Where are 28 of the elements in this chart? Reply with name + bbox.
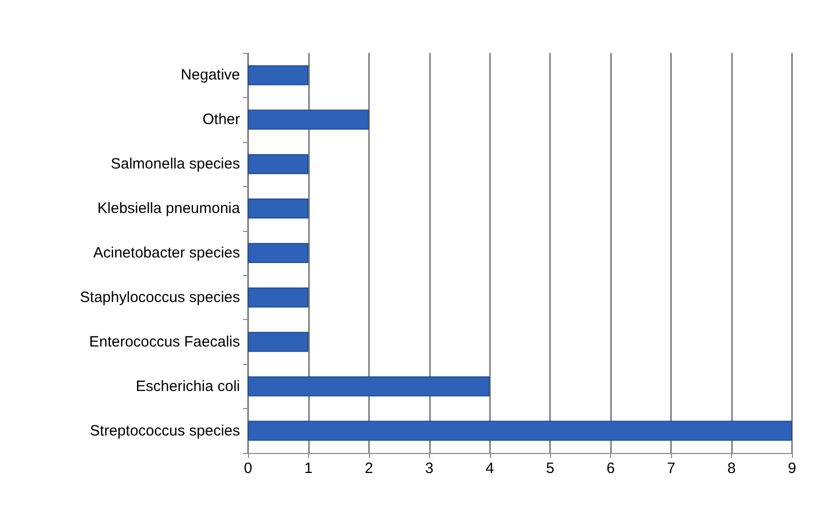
bar: [248, 243, 308, 263]
bar: [248, 420, 792, 441]
y-tick-label: Negative: [180, 66, 240, 84]
x-tick-label: 2: [364, 460, 374, 477]
y-tick-label: Salmonella species: [110, 156, 240, 173]
x-tick-label: 6: [606, 460, 615, 477]
x-tick-label: 4: [486, 460, 494, 477]
y-tick-label: Escherichia coli: [136, 378, 240, 395]
x-tick-label: 0: [244, 460, 252, 477]
x-tick-label: 5: [546, 460, 554, 477]
y-tick-label: Staphylococcus species: [80, 288, 240, 306]
y-tick-label: Acinetobacter species: [93, 244, 240, 262]
x-tick-label: 9: [788, 460, 796, 477]
bar: [248, 198, 308, 219]
bar: [248, 65, 308, 86]
x-tick-label: 3: [425, 460, 434, 477]
bar: [248, 110, 369, 130]
bar: [248, 287, 308, 308]
y-tick-label: Streptococcus species: [90, 422, 240, 440]
x-tick-label: 8: [727, 460, 736, 477]
bar: [248, 376, 490, 396]
x-tick-label: 1: [304, 460, 313, 477]
bar: [248, 154, 308, 174]
bar: [248, 332, 308, 352]
x-tick-label: 7: [666, 460, 676, 477]
y-tick-label: Other: [202, 111, 240, 128]
y-tick-label: Klebsiella pneumonia: [97, 200, 241, 218]
y-tick-label: Enterococcus Faecalis: [89, 333, 240, 350]
